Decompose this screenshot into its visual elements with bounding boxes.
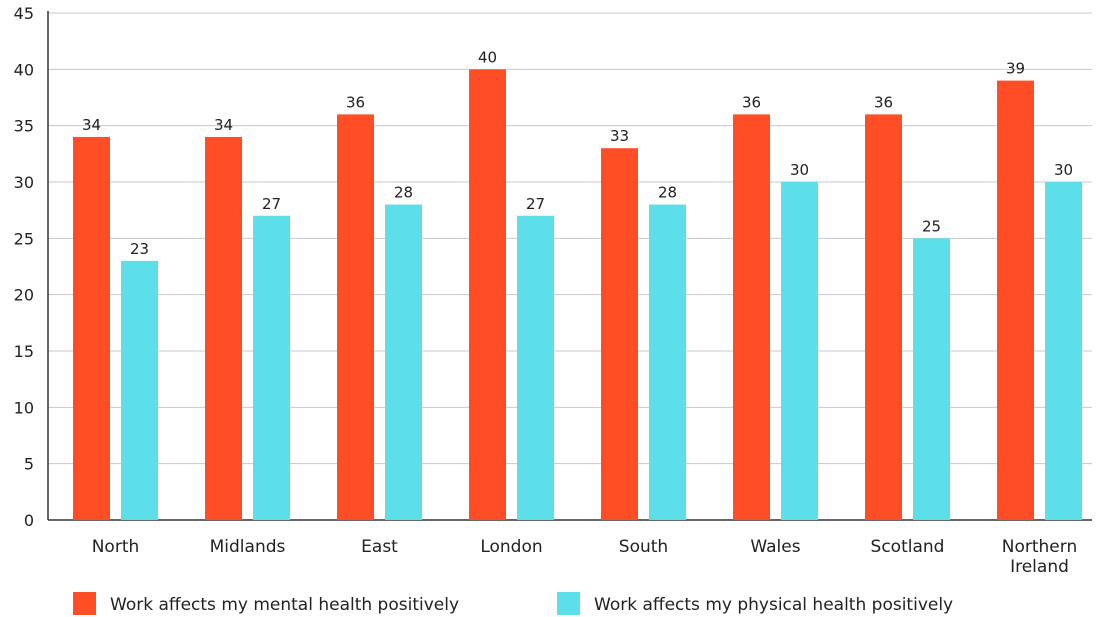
y-tick-label: 45 bbox=[14, 4, 34, 23]
data-label: 36 bbox=[742, 93, 761, 111]
data-label: 33 bbox=[610, 127, 629, 145]
y-tick-label: 25 bbox=[14, 229, 34, 248]
bar-physical bbox=[517, 215, 554, 521]
y-tick-label: 15 bbox=[14, 342, 34, 361]
data-label: 30 bbox=[790, 161, 809, 179]
legend-swatch bbox=[557, 592, 580, 615]
data-label: 39 bbox=[1006, 60, 1025, 78]
category-label: East bbox=[361, 537, 398, 557]
data-label: 23 bbox=[130, 240, 149, 258]
bar-physical bbox=[121, 260, 158, 520]
data-label: 30 bbox=[1054, 161, 1073, 179]
y-tick-label: 40 bbox=[14, 60, 34, 79]
category-label: Midlands bbox=[210, 537, 286, 557]
data-label: 28 bbox=[658, 184, 677, 202]
y-tick-label: 30 bbox=[14, 173, 34, 192]
category-label: Ireland bbox=[1010, 557, 1069, 577]
legend-swatch bbox=[73, 592, 96, 615]
bar-mental bbox=[733, 114, 770, 521]
data-label: 34 bbox=[214, 116, 233, 134]
bar-physical bbox=[649, 204, 686, 521]
bar-mental bbox=[337, 114, 374, 521]
bar-mental bbox=[469, 69, 506, 520]
data-label: 25 bbox=[922, 217, 941, 235]
y-tick-label: 5 bbox=[24, 455, 34, 474]
category-label: North bbox=[92, 537, 140, 557]
bar-physical bbox=[1045, 182, 1082, 520]
category-label: South bbox=[619, 537, 668, 557]
bar-mental bbox=[601, 148, 638, 520]
data-label: 27 bbox=[526, 195, 545, 213]
data-label: 36 bbox=[346, 93, 365, 111]
legend-label: Work affects my mental health positively bbox=[110, 595, 459, 615]
category-label: Wales bbox=[750, 537, 800, 557]
category-label: London bbox=[480, 537, 542, 557]
bar-physical bbox=[913, 238, 950, 521]
y-tick-label: 0 bbox=[24, 511, 34, 530]
bar-mental bbox=[73, 136, 110, 520]
bar-mental bbox=[997, 80, 1034, 520]
y-tick-label: 20 bbox=[14, 286, 34, 305]
data-label: 28 bbox=[394, 184, 413, 202]
category-label: Scotland bbox=[871, 537, 945, 557]
legend-label: Work affects my physical health positive… bbox=[594, 595, 953, 615]
data-label: 36 bbox=[874, 93, 893, 111]
data-label: 34 bbox=[82, 116, 101, 134]
y-tick-label: 10 bbox=[14, 398, 34, 417]
category-label: Northern bbox=[1002, 537, 1077, 557]
bar-physical bbox=[781, 182, 818, 520]
bar-physical bbox=[253, 215, 290, 521]
y-tick-label: 35 bbox=[14, 117, 34, 136]
bar-mental bbox=[205, 136, 242, 520]
bar-physical bbox=[385, 204, 422, 521]
bar-mental bbox=[865, 114, 902, 521]
data-label: 40 bbox=[478, 48, 497, 66]
data-label: 27 bbox=[262, 195, 281, 213]
